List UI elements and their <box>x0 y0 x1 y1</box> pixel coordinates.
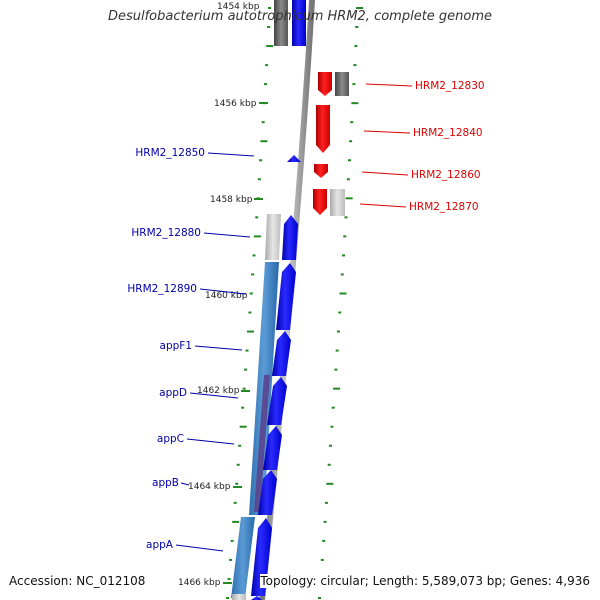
gene-label-hrm2-12830[interactable]: HRM2_12830 <box>415 80 485 92</box>
gene-label-appd[interactable]: appD <box>159 387 187 399</box>
steel-feature-track <box>231 517 255 598</box>
map-title: Desulfobacterium autotrophicum HRM2, com… <box>107 9 493 24</box>
gene-label-hrm2-12880[interactable]: HRM2_12880 <box>131 227 201 239</box>
gene-arrow-hrm2-12850[interactable] <box>287 155 301 162</box>
gene-arrow-appc[interactable] <box>263 426 282 470</box>
topology-info: Topology: circular; Length: 5,589,073 bp… <box>260 574 590 588</box>
gene-arrow-hrm2-12890[interactable] <box>276 263 296 330</box>
gene-label-hrm2-12860[interactable]: HRM2_12860 <box>411 169 481 181</box>
outer-tick-ring <box>318 7 363 599</box>
forward-strand-genes <box>313 72 349 216</box>
gene-label-appb[interactable]: appB <box>152 477 179 489</box>
kbp-label: 1458 kbp <box>210 195 253 205</box>
kbp-label: 1466 kbp <box>178 578 221 588</box>
gene-arrow-appd[interactable] <box>267 377 287 425</box>
leader-line <box>203 232 251 238</box>
gene-label-appa[interactable]: appA <box>146 539 174 551</box>
leader-line <box>199 288 247 295</box>
leader-line <box>361 171 409 176</box>
scale-labels: 1454 kbp 1456 kbp 1458 kbp 1460 kbp 1462… <box>178 2 268 588</box>
leader-line <box>363 130 411 134</box>
gene-arrow-hrm2-12870[interactable] <box>313 189 327 215</box>
forward-gene-labels: HRM2_12830 HRM2_12840 HRM2_12860 HRM2_12… <box>359 80 485 213</box>
gene-arrow-appf1[interactable] <box>272 331 291 376</box>
gene-arrow-hrm2-12880[interactable] <box>282 215 298 260</box>
feature-block <box>335 72 349 96</box>
steel-feature-track <box>254 375 270 512</box>
kbp-label: 1454 kbp <box>217 2 260 12</box>
gene-arrow-partial <box>251 596 262 600</box>
leader-line <box>189 392 239 399</box>
gene-arrow-hrm2-12840[interactable] <box>316 105 330 153</box>
kbp-label: 1464 kbp <box>188 482 231 492</box>
kbp-label: 1460 kbp <box>205 291 248 301</box>
feature-block <box>274 0 288 46</box>
leader-line <box>180 482 190 486</box>
feature-block <box>330 189 345 216</box>
leader-line <box>365 83 413 87</box>
gene-arrow-hrm2-12830[interactable] <box>318 72 332 96</box>
feature-block <box>292 0 306 46</box>
leader-line <box>186 438 235 445</box>
leader-line <box>359 203 407 208</box>
gene-arrow-appb[interactable] <box>258 470 277 515</box>
gene-label-appc[interactable]: appC <box>157 433 184 445</box>
steel-feature-track <box>265 214 281 260</box>
gene-label-hrm2-12870[interactable]: HRM2_12870 <box>409 201 479 213</box>
feature-block <box>290 0 292 46</box>
gene-label-appf1[interactable]: appF1 <box>160 340 192 352</box>
kbp-label: 1462 kbp <box>197 386 240 396</box>
gene-label-hrm2-12850[interactable]: HRM2_12850 <box>135 147 205 159</box>
gene-arrow-hrm2-12860[interactable] <box>314 164 328 178</box>
gene-label-hrm2-12840[interactable]: HRM2_12840 <box>413 127 483 139</box>
kbp-label: 1456 kbp <box>214 99 257 109</box>
leader-line <box>194 345 243 351</box>
gene-label-hrm2-12890[interactable]: HRM2_12890 <box>127 283 197 295</box>
leader-line <box>207 152 255 157</box>
accession-info: Accession: NC_012108 <box>9 574 146 588</box>
reverse-gene-labels: HRM2_12850 HRM2_12880 HRM2_12890 appF1 a… <box>127 147 255 552</box>
leader-line <box>175 544 224 552</box>
steel-feature-track <box>232 594 246 600</box>
